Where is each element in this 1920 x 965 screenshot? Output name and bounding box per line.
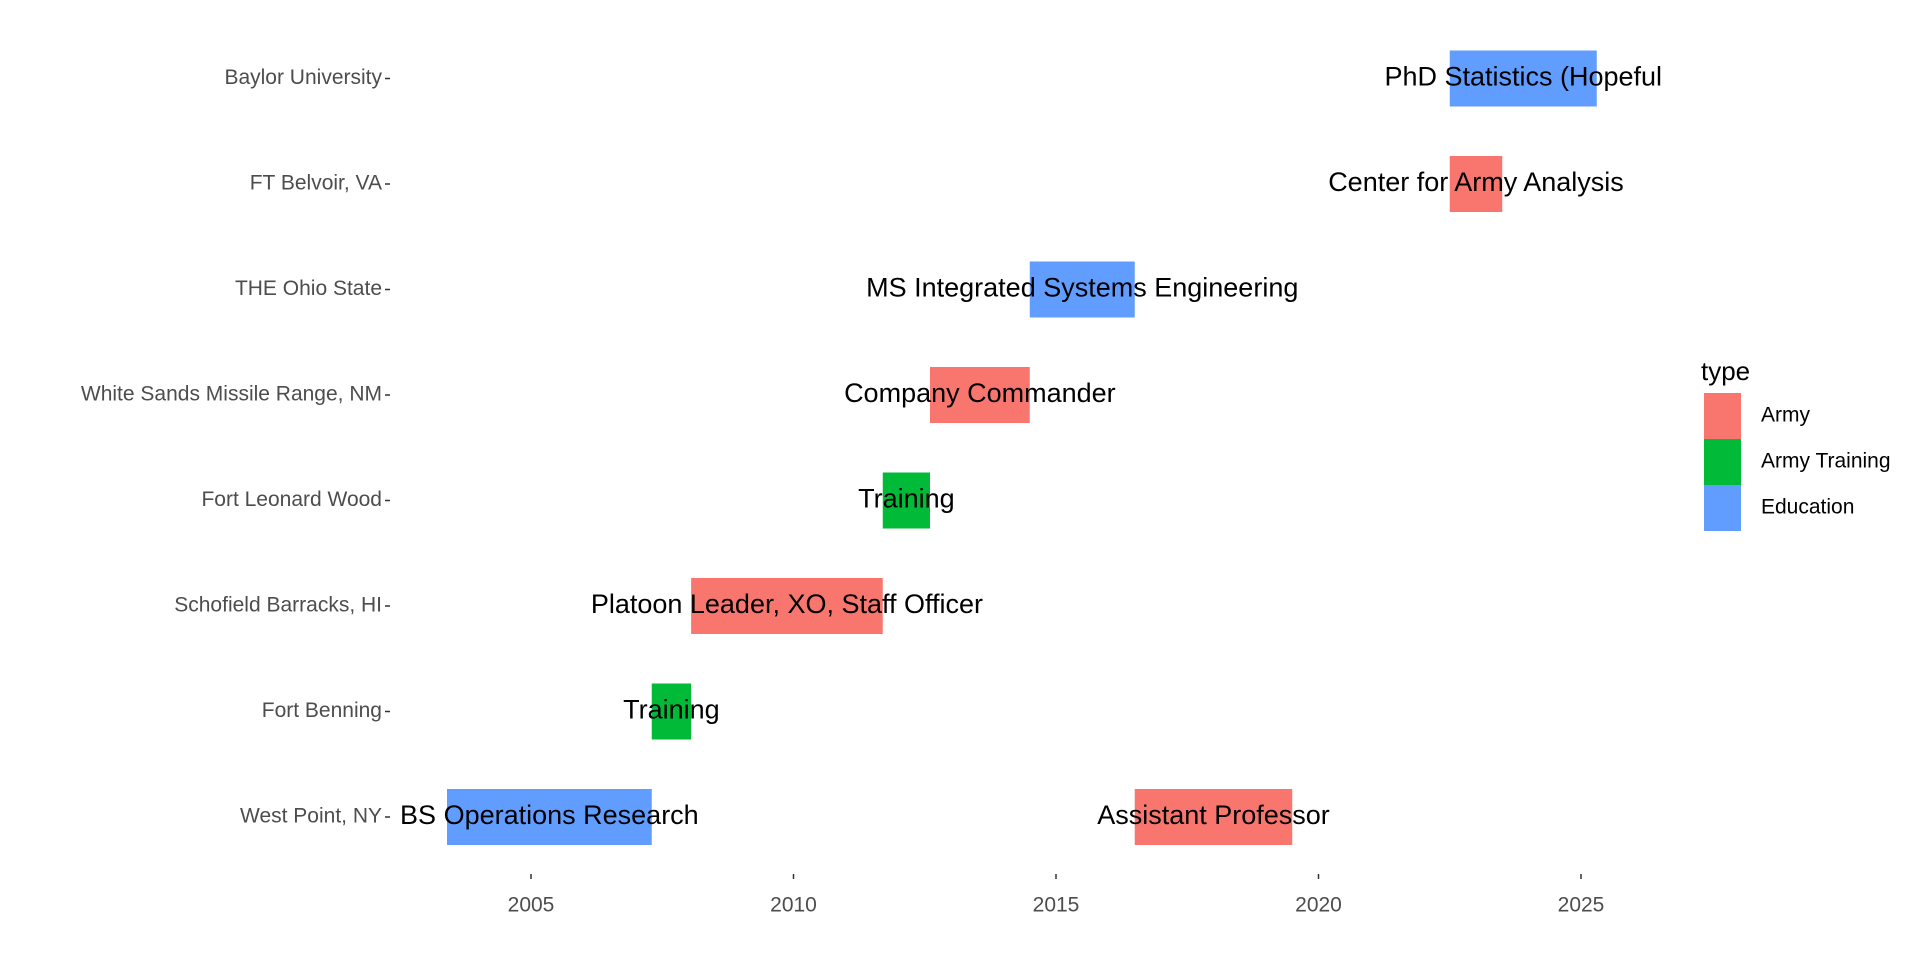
bar-label: BS Operations Research [400, 800, 699, 830]
legend-label: Army Training [1761, 450, 1891, 473]
legend: type Army Army Training Education [1701, 356, 1891, 531]
y-tick-label: Schofield Barracks, HI [174, 594, 382, 617]
bar-segment [930, 367, 1030, 423]
y-tick-label: White Sands Missile Range, NM [81, 383, 382, 406]
bar-label: Training [858, 484, 955, 514]
bar-label: Assistant Professor [1097, 800, 1330, 830]
legend-swatch [1704, 485, 1741, 531]
x-tick-label: 2020 [1295, 894, 1342, 917]
bar-segment [882, 472, 930, 529]
bar-layer [447, 50, 1597, 845]
legend-label: Education [1761, 496, 1854, 519]
bar-segment [1134, 789, 1293, 845]
bar-label: Center for Army Analysis [1328, 167, 1624, 197]
x-tick-label: 2010 [770, 894, 817, 917]
y-tick-label: Fort Benning [262, 699, 382, 722]
y-tick-label: Fort Leonard Wood [201, 488, 382, 511]
y-tick-label: Baylor University [224, 66, 382, 89]
y-tick-label: West Point, NY [240, 805, 382, 828]
bar-label: Company Commander [844, 378, 1116, 408]
bar-segment [691, 578, 883, 634]
bar-label: MS Integrated Systems Engineering [866, 273, 1298, 303]
bar-segment [651, 683, 692, 740]
bar-segment [447, 789, 652, 845]
x-tick-label: 2015 [1033, 894, 1080, 917]
bar-label-layer: BS Operations Research Assistant Professo… [400, 62, 1662, 831]
y-tick-label: THE Ohio State [235, 277, 382, 300]
bar-segment [1029, 261, 1135, 318]
legend-title: type [1701, 356, 1750, 386]
bar-label: Platoon Leader, XO, Staff Officer [591, 589, 983, 619]
legend-swatch [1704, 439, 1741, 485]
y-tick-label: FT Belvoir, VA [250, 172, 382, 195]
x-axis: 2005 2010 2015 2020 2025 [508, 874, 1605, 917]
bar-segment [1449, 50, 1597, 107]
bar-label: Training [623, 695, 720, 725]
x-tick-label: 2005 [508, 894, 555, 917]
bar-label: PhD Statistics (Hopeful [1384, 62, 1662, 92]
legend-swatch [1704, 393, 1741, 439]
y-axis: West Point, NY Fort Benning Schofield Barr… [81, 66, 390, 828]
x-tick-label: 2025 [1558, 894, 1605, 917]
legend-label: Army [1761, 404, 1810, 427]
bar-segment [1449, 156, 1503, 212]
